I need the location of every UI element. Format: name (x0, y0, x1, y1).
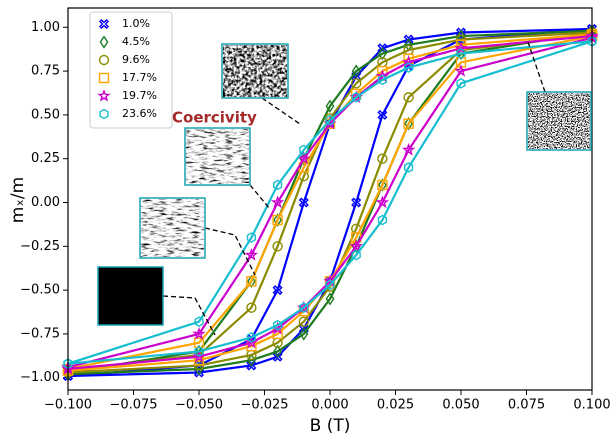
x-tick-label: −0.025 (240, 398, 288, 413)
y-tick-label: 0.00 (31, 195, 60, 210)
y-tick-label: −0.75 (20, 326, 60, 341)
y-tick-label: 0.25 (31, 151, 60, 166)
leader-line (262, 98, 300, 124)
x-tick-label: 0.100 (573, 398, 610, 413)
y-tick-label: −0.50 (20, 283, 60, 298)
x-tick-label: −0.100 (44, 398, 92, 413)
legend-label: 23.6% (122, 107, 157, 120)
x-tick-label: −0.050 (175, 398, 223, 413)
chart: −0.100 −0.075 −0.050 −0.025 0.000 0.025 0.050 0… (0, 0, 615, 441)
inset-texture (528, 93, 590, 149)
leader-line (250, 185, 270, 209)
inset-texture (141, 199, 204, 257)
y-tick-label: 0.75 (31, 64, 60, 79)
x-tick-label: 0.025 (377, 398, 414, 413)
y-tick-label: 1.00 (31, 20, 60, 35)
y-tick-label: 0.50 (31, 107, 60, 122)
x-axis-label: B (T) (310, 416, 351, 436)
x-tick-label: −0.075 (109, 398, 157, 413)
leader-line (163, 296, 215, 335)
legend-label: 4.5% (122, 35, 150, 48)
y-tick-label: −0.25 (20, 239, 60, 254)
x-tick-label: 0.050 (442, 398, 479, 413)
legend-label: 9.6% (122, 53, 150, 66)
inset-texture (223, 45, 287, 97)
inset-texture (186, 129, 249, 184)
legend-label: 17.7% (122, 71, 157, 84)
legend-label: 19.7% (122, 89, 157, 102)
legend-label: 1.0% (122, 17, 150, 30)
y-axis-label: mₓ/m (8, 177, 28, 223)
annotation: Coercivity (172, 109, 257, 127)
x-tick-label: 0.000 (311, 398, 348, 413)
x-tick-label: 0.075 (508, 398, 545, 413)
y-tick-label: −1.00 (20, 370, 60, 385)
inset-texture (99, 268, 162, 324)
